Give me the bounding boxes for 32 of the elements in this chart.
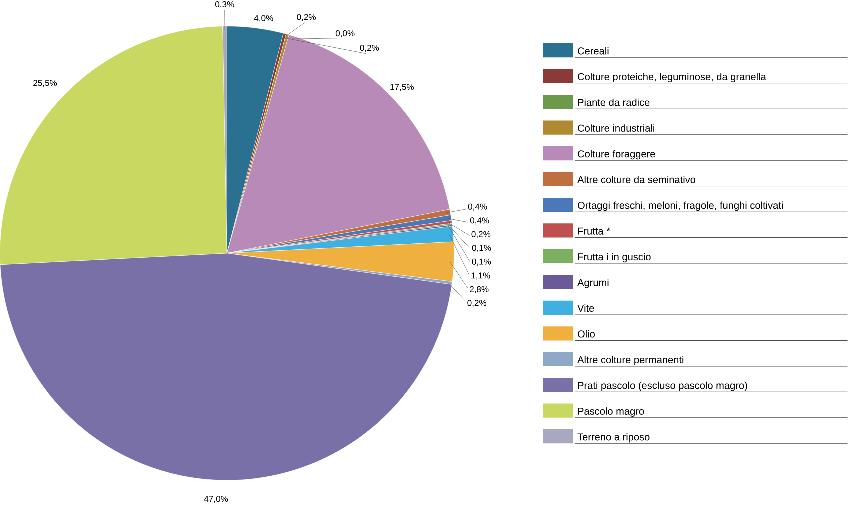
data-label: 0,4% [470, 218, 490, 225]
data-label: 2,8% [470, 286, 489, 294]
legend-label: Terreno a riposo [578, 434, 650, 443]
legend-label: Frutta * [578, 228, 610, 236]
data-label: 17,5% [390, 84, 414, 92]
data-label: 0,3% [215, 2, 234, 9]
legend-label: Altre colture permanenti [578, 356, 684, 366]
data-label: 0,2% [472, 232, 491, 239]
data-label: 4,0% [254, 15, 274, 23]
data-label: 0,1% [472, 245, 492, 252]
legend-label: Colture foraggere [578, 150, 656, 160]
legend-label: Cereali [578, 48, 609, 55]
data-label: 1,1% [472, 272, 490, 280]
data-label: 25,5% [34, 80, 58, 88]
legend-label: Colture proteiche, leguminose, da granella [578, 73, 766, 83]
data-label: 0,2% [468, 300, 487, 308]
legend-label: Agrumi [578, 279, 609, 288]
data-label: 47,0% [204, 496, 228, 504]
data-label: 0,1% [472, 259, 492, 266]
legend-label: Altre colture da seminativo [578, 176, 696, 184]
text: 0,0% [336, 30, 355, 38]
data-label: 0,2% [360, 45, 380, 52]
legend-label: Colture industriali [578, 124, 654, 132]
legend-label: Frutta i in guscio [578, 253, 651, 263]
legend-label: Ortaggi freschi, meloni, fragole, funghi coltivati [578, 202, 784, 212]
legend-label: Olio [578, 330, 595, 338]
legend-label: Pascolo magro [578, 408, 644, 418]
legend-label: Piante da radice [578, 99, 650, 106]
legend-label: Prati pascolo (escluso pascolo magro) [578, 382, 748, 392]
data-label: 0,4% [468, 204, 488, 212]
data-label: 0,2% [297, 14, 316, 22]
legend-label: Vite [578, 304, 594, 312]
